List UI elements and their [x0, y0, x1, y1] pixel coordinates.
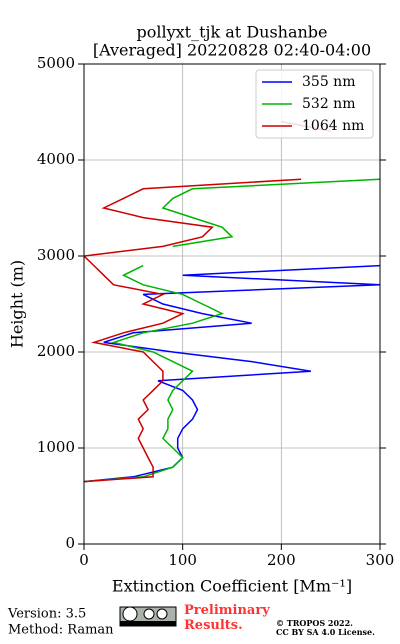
copyright-text: © TROPOS 2022. — [276, 618, 353, 628]
y-tick-label: 1000 — [37, 438, 75, 456]
license-text: CC BY SA 4.0 License. — [276, 627, 375, 637]
license-logo — [119, 606, 177, 627]
profile-line — [82, 120, 331, 483]
preliminary-text: Preliminary Results. — [184, 603, 274, 633]
y-tick-label: 3000 — [37, 246, 75, 264]
legend-label: 1064 nm — [302, 118, 364, 134]
method-text: Method: Raman — [8, 623, 114, 638]
status-text: Preliminary — [184, 603, 270, 618]
y-tick-label: 0 — [65, 534, 75, 552]
status-text-line2: Results. — [184, 618, 243, 633]
y-tick-label: 2000 — [37, 342, 75, 360]
legend: 355 nm 532 nm 1064 nm — [255, 69, 374, 139]
x-tick-label: 0 — [79, 551, 89, 569]
legend-label: 532 nm — [302, 96, 355, 112]
profile-line — [83, 264, 381, 483]
y-axis-label: Height (m) — [8, 260, 27, 348]
chart-subtitle: [Averaged] 20220828 02:40-04:00 — [93, 41, 371, 60]
x-axis-label: Extinction Coefficient [Mm⁻¹] — [112, 577, 352, 596]
y-tick-label: 5000 — [37, 54, 75, 72]
x-tick-label: 200 — [267, 551, 296, 569]
x-tick-label: 100 — [168, 551, 197, 569]
y-tick-label: 4000 — [37, 150, 75, 168]
legend-label: 355 nm — [302, 74, 355, 90]
legend-box — [255, 69, 374, 139]
x-tick-label: 300 — [366, 551, 395, 569]
chart-title: pollyxt_tjk at Dushanbe — [136, 23, 327, 42]
plot-frame — [83, 63, 381, 545]
version-text: Version: 3.5 — [7, 607, 86, 622]
profile-line — [83, 178, 381, 483]
